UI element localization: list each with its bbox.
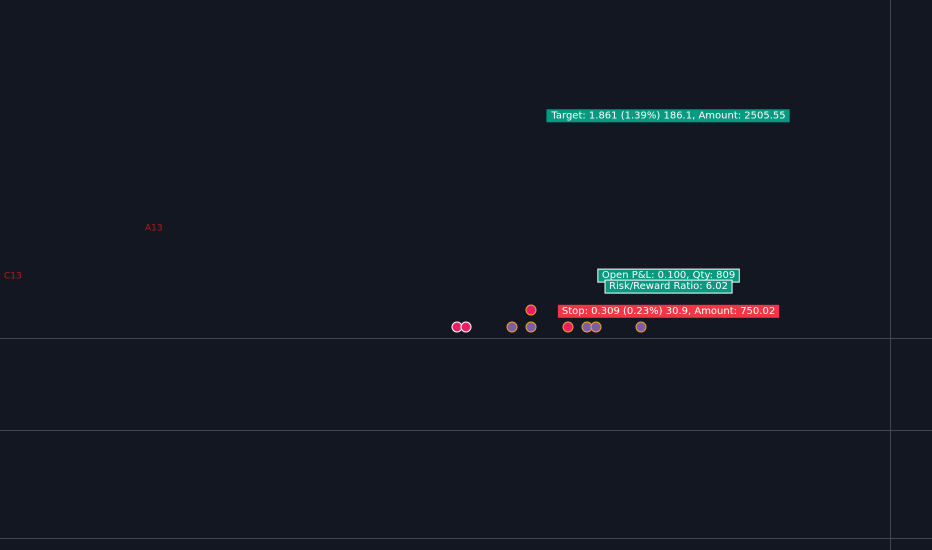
event-icon[interactable] <box>562 321 574 333</box>
pnl-label: Open P&L: 0.100, Qty: 809 <box>602 270 735 281</box>
event-icon[interactable] <box>525 321 537 333</box>
annotation: A13 <box>145 224 163 234</box>
rr-label: Risk/Reward Ratio: 6.02 <box>609 281 728 292</box>
event-icon[interactable] <box>590 321 602 333</box>
event-icon[interactable] <box>460 321 472 333</box>
event-icon[interactable] <box>635 321 647 333</box>
stop-label-bg <box>557 304 780 318</box>
event-icon[interactable] <box>525 304 537 316</box>
event-icons[interactable] <box>451 304 647 333</box>
rr-label-bg <box>604 279 733 294</box>
target-label: Target: 1.861 (1.39%) 186.1, Amount: 250… <box>550 110 785 121</box>
stop-label: Stop: 0.309 (0.23%) 30.9, Amount: 750.02 <box>562 306 775 317</box>
annotation: C13 <box>4 272 22 282</box>
target-label-bg <box>546 109 790 123</box>
event-icon[interactable] <box>506 321 518 333</box>
